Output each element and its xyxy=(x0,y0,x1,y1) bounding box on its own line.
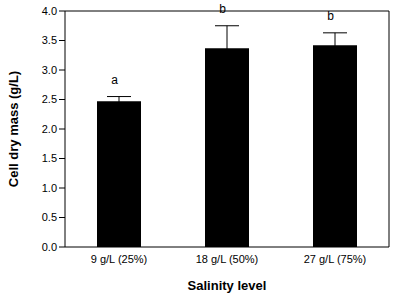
svg-text:3.0: 3.0 xyxy=(42,64,57,76)
svg-text:b: b xyxy=(327,9,334,23)
svg-text:0.5: 0.5 xyxy=(42,211,57,223)
svg-text:9 g/L (25%): 9 g/L (25%) xyxy=(91,253,147,265)
svg-text:1.5: 1.5 xyxy=(42,152,57,164)
svg-text:a: a xyxy=(111,73,118,87)
svg-text:18 g/L (50%): 18 g/L (50%) xyxy=(196,253,259,265)
svg-text:b: b xyxy=(219,2,226,16)
svg-text:2.5: 2.5 xyxy=(42,93,57,105)
svg-text:1.0: 1.0 xyxy=(42,182,57,194)
svg-text:4.0: 4.0 xyxy=(42,5,57,17)
svg-text:3.5: 3.5 xyxy=(42,34,57,46)
svg-text:2.0: 2.0 xyxy=(42,123,57,135)
svg-text:27 g/L (75%): 27 g/L (75%) xyxy=(304,253,367,265)
svg-text:0.0: 0.0 xyxy=(42,241,57,253)
svg-text:Salinity level: Salinity level xyxy=(188,278,267,293)
svg-text:Cell dry mass (g/L): Cell dry mass (g/L) xyxy=(8,71,21,187)
